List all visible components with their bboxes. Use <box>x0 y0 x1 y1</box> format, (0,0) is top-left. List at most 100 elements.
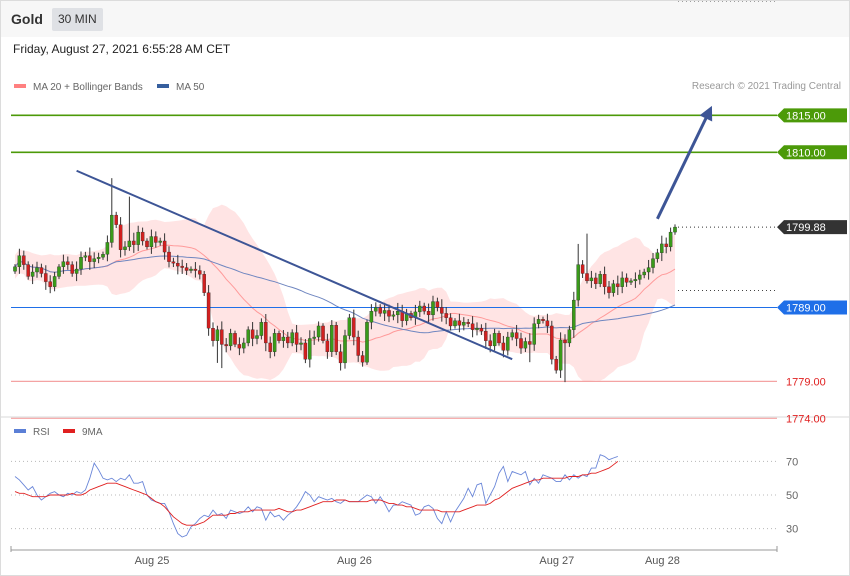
candle <box>536 314 541 329</box>
candle <box>83 251 88 262</box>
support-label: 1779.00 <box>786 376 826 388</box>
candle-body <box>286 336 290 344</box>
candle-body <box>264 322 268 344</box>
candle-body <box>589 277 594 282</box>
candle-body <box>369 311 374 323</box>
candle <box>651 252 655 274</box>
candle <box>360 350 365 367</box>
candle <box>444 307 448 325</box>
candle-body <box>92 258 96 262</box>
candle <box>145 238 149 250</box>
candle-body <box>620 277 624 287</box>
candle <box>664 237 668 254</box>
candle-body <box>642 271 646 276</box>
candle-body <box>303 342 308 360</box>
x-axis-label: Aug 28 <box>645 555 680 567</box>
rsi-level-label: 30 <box>786 524 798 536</box>
candle <box>127 196 132 251</box>
candle-body <box>387 310 391 317</box>
candle-body <box>585 273 589 282</box>
rsi-line <box>14 454 618 538</box>
level-support: 1779.00 <box>11 376 826 388</box>
rsi-ma9-line <box>14 461 619 526</box>
candle <box>506 331 510 356</box>
candle-body <box>325 340 330 352</box>
candle-body <box>422 305 426 312</box>
legend-label: MA 20 + Bollinger Bands <box>33 82 143 93</box>
candle-body <box>61 261 66 267</box>
candle <box>330 320 334 357</box>
candle <box>510 329 514 341</box>
candle <box>268 336 272 359</box>
candle-body <box>580 264 585 274</box>
candle <box>70 261 74 277</box>
candle-body <box>242 342 246 349</box>
candle-body <box>35 267 39 273</box>
candle-body <box>220 329 224 345</box>
candle <box>598 270 602 288</box>
candle-body <box>193 268 198 271</box>
candle <box>17 248 22 274</box>
candle-body <box>673 226 677 233</box>
credit-text: Research © 2021 Trading Central <box>691 81 841 92</box>
support-label: 1774.00 <box>786 413 826 425</box>
candle <box>264 314 268 352</box>
candle-body <box>162 240 167 253</box>
candle <box>52 271 57 292</box>
candle <box>255 329 259 345</box>
candle <box>30 264 35 285</box>
price-levels: 1815.00 1810.00 1799.88 1789.00 1779.00 1774.… <box>11 108 847 425</box>
candle <box>202 270 206 296</box>
candle <box>347 313 352 340</box>
candle-body <box>536 319 541 324</box>
candle-body <box>224 344 228 347</box>
candle <box>246 326 250 347</box>
candle <box>550 320 554 365</box>
candle <box>228 328 233 351</box>
candle-body <box>228 333 233 347</box>
candle-body <box>44 273 48 282</box>
legend-swatch <box>14 429 26 434</box>
legend-label: RSI <box>33 427 50 438</box>
candle-body <box>237 344 242 349</box>
candle <box>39 263 44 278</box>
resistance-tag <box>777 108 847 123</box>
candle-body <box>541 319 545 321</box>
candle-body <box>145 240 149 248</box>
candle-body <box>321 325 325 341</box>
candle-body <box>550 325 554 360</box>
timestamp: Friday, August 27, 2021 6:55:28 AM CET <box>13 42 231 56</box>
x-axis-label: Aug 25 <box>135 555 170 567</box>
candle <box>44 265 48 290</box>
candle-body <box>330 325 334 352</box>
candle <box>316 321 321 342</box>
candle <box>299 337 303 351</box>
candle-body <box>189 268 193 271</box>
rsi-level-label: 70 <box>786 456 798 468</box>
candle-body <box>418 305 422 313</box>
candle <box>594 272 598 289</box>
candle <box>611 279 616 297</box>
level-last: 1799.88 <box>678 220 847 235</box>
timeframe-selector[interactable]: 30 MIN <box>52 8 103 31</box>
candle-body <box>39 267 44 274</box>
candle-body <box>514 332 519 339</box>
candle-body <box>440 307 444 314</box>
candle-body <box>528 341 532 345</box>
candle <box>259 318 264 340</box>
candle <box>541 316 545 324</box>
candle-body <box>466 322 470 324</box>
candle-body <box>554 359 558 371</box>
target-arrow-head <box>699 105 713 122</box>
candle-body <box>365 322 369 363</box>
candle <box>224 338 228 353</box>
candle <box>365 319 369 365</box>
candle-body <box>110 214 114 243</box>
candle <box>435 297 440 312</box>
candle <box>48 275 52 294</box>
candle-body <box>431 301 435 316</box>
candle-body <box>492 333 497 347</box>
candle-body <box>356 336 360 356</box>
candle-body <box>607 286 611 293</box>
